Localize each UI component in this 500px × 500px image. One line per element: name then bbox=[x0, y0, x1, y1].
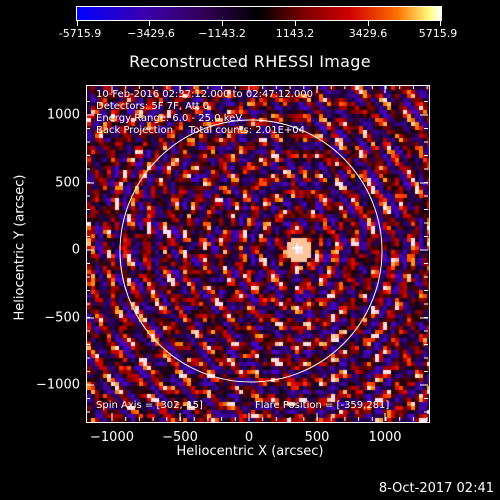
flare-position-label: Flare Position = [-359,281] bbox=[255, 400, 390, 411]
colorbar-label-min: -5715.9 bbox=[58, 27, 102, 40]
colorbar-label-max: 5715.9 bbox=[418, 27, 458, 40]
overlay-svg bbox=[119, 119, 383, 383]
info-method-counts: Back Projection Total counts: 2.01E+04 bbox=[96, 125, 305, 136]
x-tick-label: 500 bbox=[304, 430, 330, 445]
colorbar-tick bbox=[149, 21, 150, 26]
y-tick-label: 500 bbox=[55, 175, 80, 191]
colorbar-label: 3429.6 bbox=[348, 27, 388, 40]
colorbar-tick bbox=[295, 21, 296, 26]
reconstructed-image bbox=[87, 86, 429, 422]
flare-position-marker bbox=[292, 243, 302, 253]
y-axis-label: Heliocentric Y (arcsec) bbox=[12, 174, 28, 321]
x-tick-label: 0 bbox=[244, 430, 254, 445]
colorbar-label: 1143.2 bbox=[275, 27, 315, 40]
colorbar-tick bbox=[77, 21, 78, 26]
rhessi-image-plot: 10-Feb-2016 02:37:12.000 to 02:47:12.000… bbox=[86, 85, 430, 423]
spin-axis-label: Spin Axis = [302,-15] bbox=[96, 400, 203, 411]
x-tick-label: −500 bbox=[162, 430, 198, 445]
info-time-range: 10-Feb-2016 02:37:12.000 to 02:47:12.000 bbox=[96, 89, 314, 100]
x-tick-label: 1000 bbox=[368, 430, 402, 445]
colorbar-tick bbox=[222, 21, 223, 26]
info-energy-range: Energy Range: 6.0 - 25.0 keV bbox=[96, 113, 243, 124]
y-tick-label: −500 bbox=[44, 310, 80, 326]
render-timestamp: 8-Oct-2017 02:41 bbox=[378, 481, 494, 496]
x-tick-label: −1000 bbox=[90, 430, 134, 445]
colorbar-tick bbox=[368, 21, 369, 26]
colorbar-tick bbox=[440, 21, 441, 26]
y-tick-label: −1000 bbox=[36, 377, 80, 393]
plot-title: Reconstructed RHESSI Image bbox=[129, 52, 371, 71]
y-tick-label: 0 bbox=[71, 242, 80, 258]
solar-limb-circle bbox=[119, 119, 383, 383]
colorbar-label: −3429.6 bbox=[127, 27, 175, 40]
colorbar bbox=[76, 6, 442, 26]
colorbar-label: −1143.2 bbox=[198, 27, 246, 40]
y-tick-label: 1000 bbox=[46, 107, 80, 123]
x-axis-label: Heliocentric X (arcsec) bbox=[176, 444, 324, 459]
info-detectors: Detectors: 5F 7F, Att 0 bbox=[96, 101, 210, 112]
